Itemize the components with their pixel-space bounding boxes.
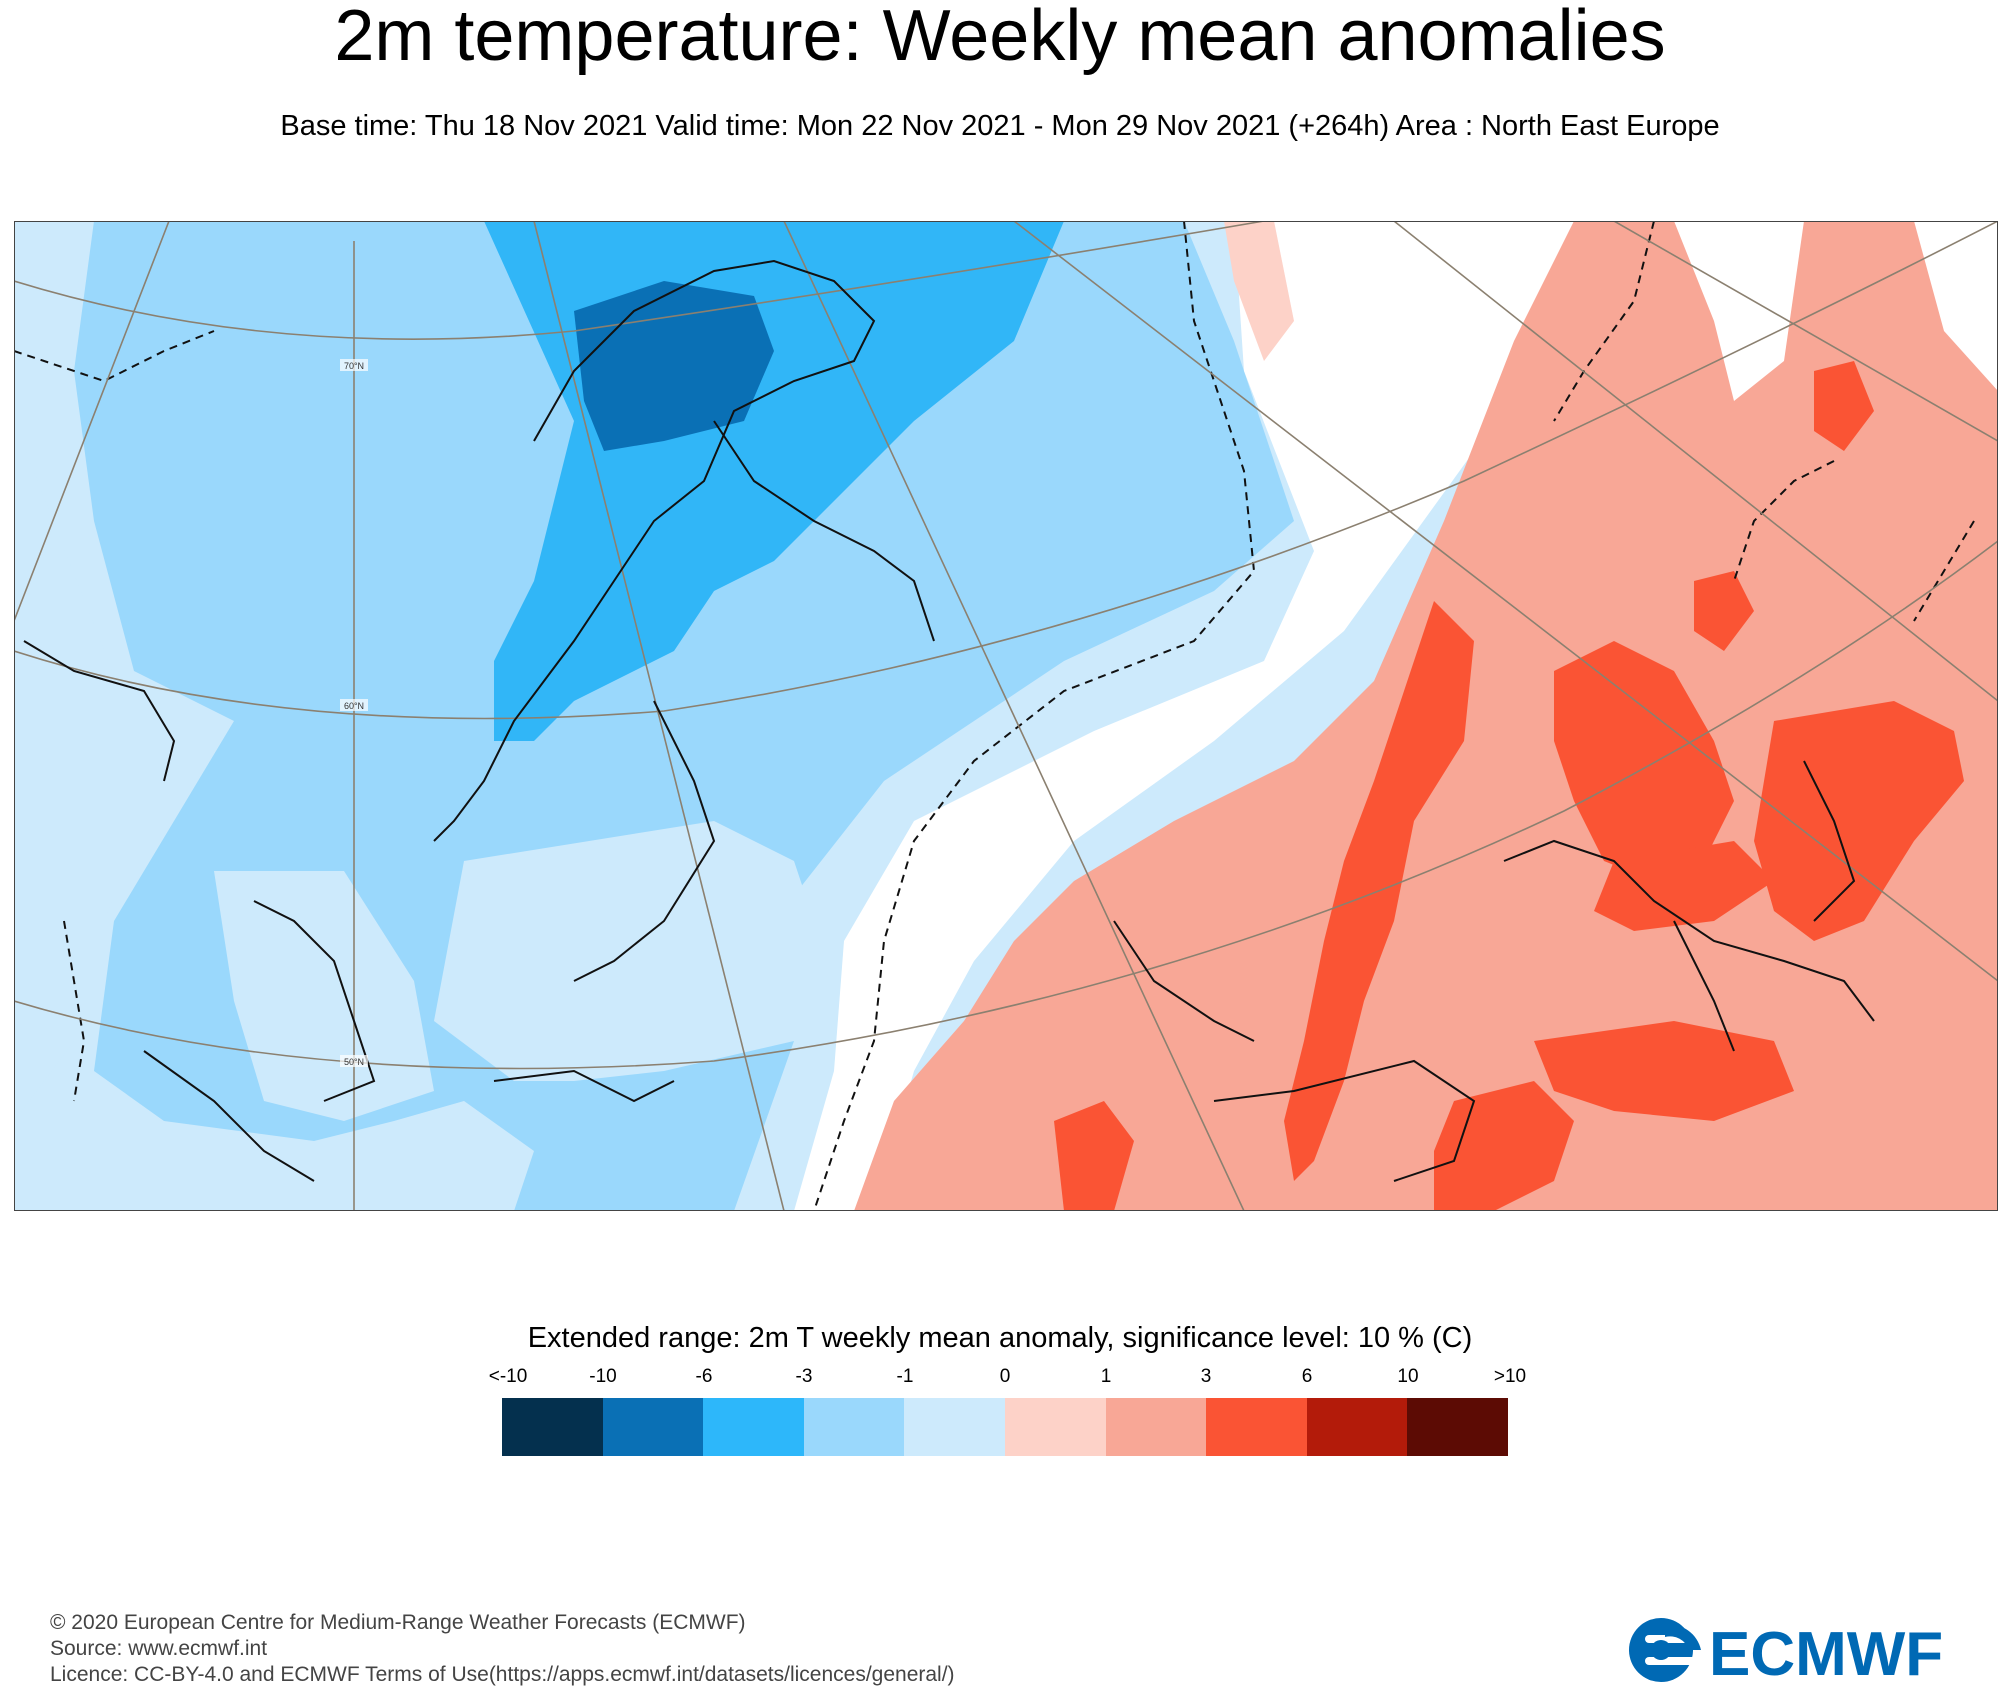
chart-title: 2m temperature: Weekly mean anomalies bbox=[334, 0, 1666, 76]
legend-colorbar bbox=[502, 1398, 1508, 1456]
chart-subtitle: Base time: Thu 18 Nov 2021 Valid time: M… bbox=[280, 110, 1720, 142]
legend-label: -3 bbox=[795, 1366, 813, 1387]
legend-swatch bbox=[1004, 1398, 1106, 1456]
anomaly-region-light-uk bbox=[214, 871, 434, 1121]
anomaly-region-red-8 bbox=[1694, 571, 1754, 651]
anomaly-region-red-7 bbox=[1054, 1101, 1134, 1211]
anomaly-region-white-ne bbox=[1674, 221, 1804, 401]
significance-contours bbox=[14, 221, 1975, 1211]
ecmwf-logo: ECMWF bbox=[1629, 1618, 1943, 1685]
legend-label: -1 bbox=[896, 1366, 914, 1387]
legend-swatch bbox=[904, 1398, 1005, 1456]
legend-label: 3 bbox=[1200, 1366, 1212, 1387]
legend-label: >10 bbox=[1493, 1366, 1527, 1387]
lat-label-60: 60°N bbox=[344, 701, 364, 711]
legend-label: 1 bbox=[1100, 1366, 1112, 1387]
anomaly-region-red-9 bbox=[1814, 361, 1874, 451]
legend-label: 0 bbox=[999, 1366, 1011, 1387]
legend-label: -6 bbox=[695, 1366, 713, 1387]
map-frame bbox=[14, 221, 1998, 1211]
anomaly-region-light-balt bbox=[434, 821, 834, 1081]
anomaly-region-white-ne2 bbox=[1914, 221, 1998, 391]
legend-label: 10 bbox=[1397, 1366, 1419, 1387]
footer: © 2020 European Centre for Medium-Range … bbox=[50, 1610, 955, 1688]
legend-label: <-10 bbox=[488, 1366, 528, 1387]
legend-labels: <-10 -10 -6 -3 -1 0 1 3 6 10 >10 bbox=[0, 1366, 2000, 1392]
source-text: Source: www.ecmwf.int bbox=[50, 1637, 268, 1660]
lat-label-70: 70°N bbox=[344, 361, 364, 371]
coastlines bbox=[23, 259, 1875, 1182]
legend-label: -10 bbox=[589, 1366, 617, 1387]
licence-text: Licence: CC-BY-4.0 and ECMWF Terms of Us… bbox=[50, 1663, 955, 1686]
anomaly-region-pink bbox=[1224, 221, 1294, 361]
legend-swatch bbox=[703, 1398, 804, 1456]
legend-swatch bbox=[803, 1398, 905, 1456]
anomaly-region-red-5 bbox=[1534, 1021, 1794, 1121]
legend-swatch bbox=[1206, 1398, 1307, 1456]
anomaly-region-red-4 bbox=[1594, 841, 1774, 931]
anomaly-map: 70°N 60°N 50°N bbox=[14, 221, 1998, 1211]
latitude-labels: 70°N 60°N 50°N bbox=[340, 359, 368, 1067]
legend-title: Extended range: 2m T weekly mean anomaly… bbox=[527, 1322, 1473, 1354]
graticule bbox=[14, 221, 1998, 1211]
legend-label: 6 bbox=[1301, 1366, 1313, 1387]
anomaly-region-light-west bbox=[14, 421, 144, 1121]
legend-swatch bbox=[502, 1398, 603, 1456]
ecmwf-logo-icon bbox=[1629, 1618, 1705, 1682]
legend-swatch bbox=[602, 1398, 704, 1456]
copyright-text: © 2020 European Centre for Medium-Range … bbox=[50, 1611, 746, 1634]
legend-swatch bbox=[1306, 1398, 1408, 1456]
anomaly-region-white bbox=[794, 221, 1574, 1211]
legend-swatch bbox=[1105, 1398, 1207, 1456]
anomaly-region-red-3 bbox=[1754, 701, 1964, 941]
anomaly-region-red-2 bbox=[1554, 641, 1734, 881]
ecmwf-logo-text: ECMWF bbox=[1709, 1620, 1943, 1685]
lat-label-50: 50°N bbox=[344, 1057, 364, 1067]
legend-swatch bbox=[1407, 1398, 1508, 1456]
